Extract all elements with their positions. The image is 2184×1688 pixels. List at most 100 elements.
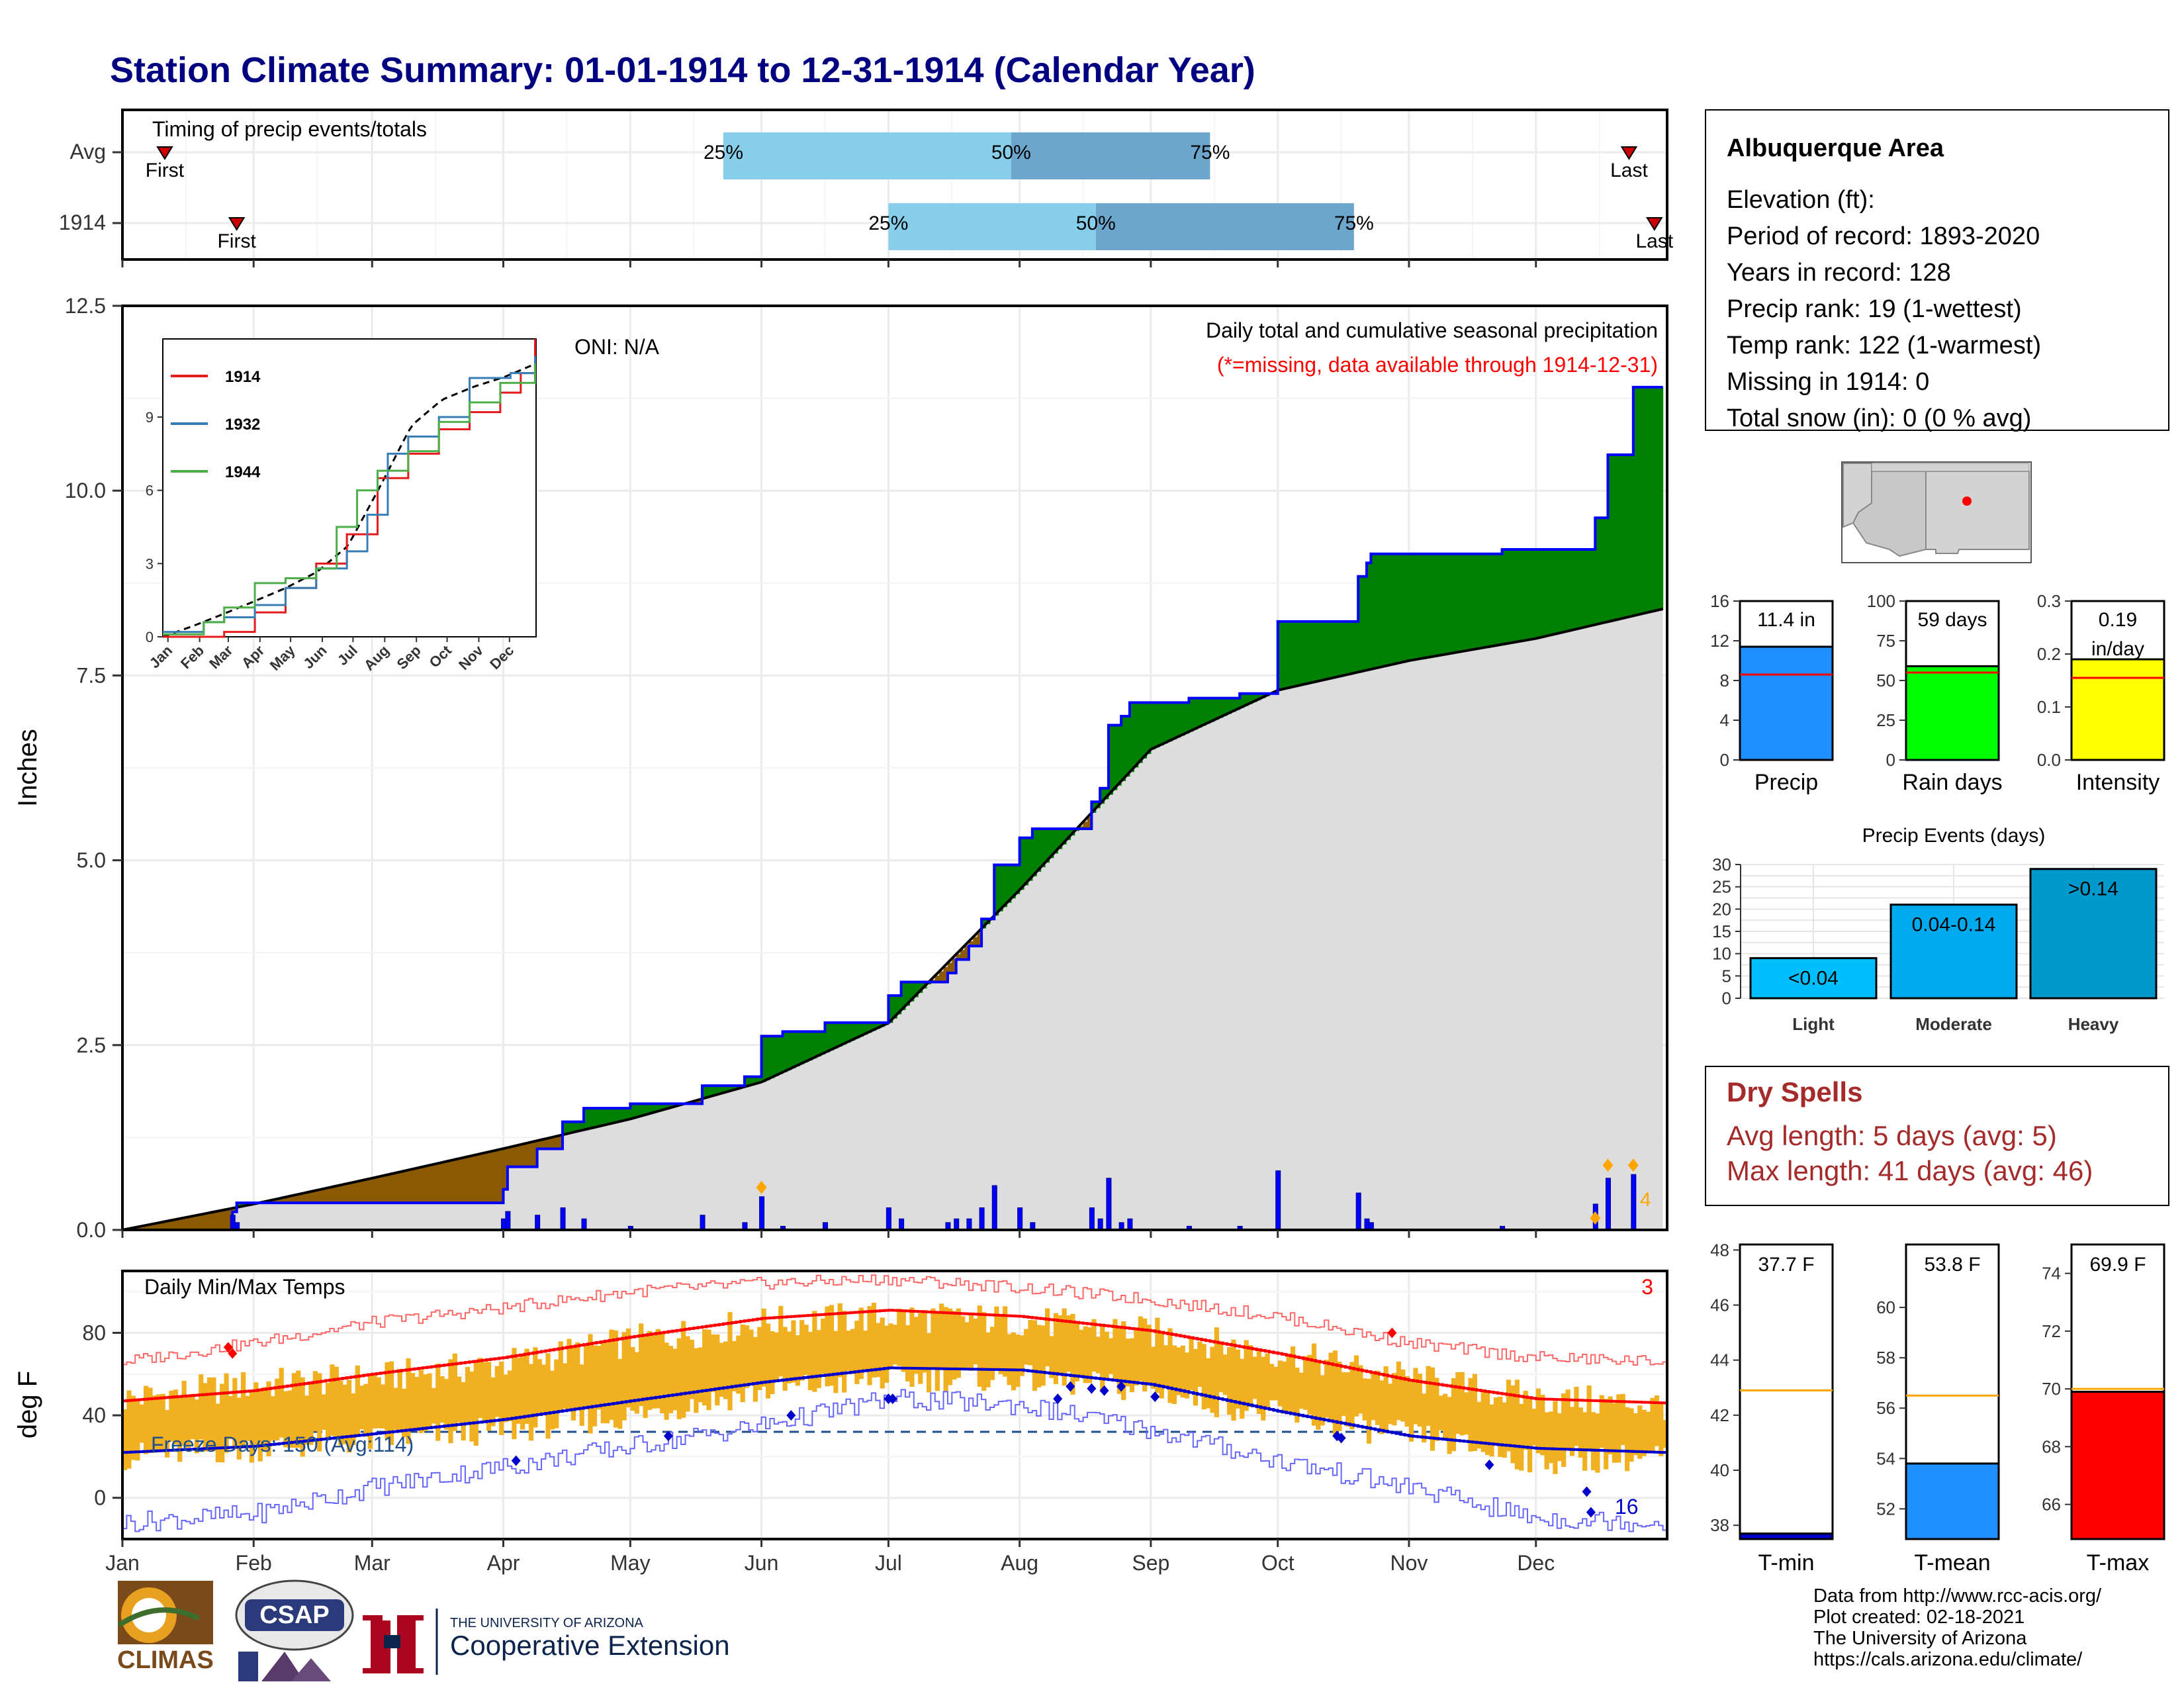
timing-row-label: 1914 (59, 211, 106, 234)
daily-temp-range-bar (224, 1373, 229, 1453)
temp-bar-ytick-label: 74 (2042, 1264, 2061, 1284)
daily-temp-range-bar (512, 1348, 517, 1440)
daily-temp-range-bar (1413, 1368, 1418, 1425)
above-avg-fill (821, 1031, 826, 1055)
above-avg-fill (1337, 621, 1342, 677)
above-avg-fill (584, 1108, 588, 1130)
daily-temp-range-bar (829, 1305, 835, 1386)
daily-temp-range-bar (956, 1308, 961, 1378)
above-avg-fill (1150, 702, 1156, 750)
below-avg-fill (520, 1145, 525, 1167)
daily-temp-range-bar (1256, 1349, 1261, 1414)
daily-temp-range-bar (342, 1384, 347, 1444)
below-avg-fill (423, 1166, 428, 1203)
above-avg-fill (1604, 518, 1609, 623)
below-avg-fill (215, 1211, 220, 1230)
precip-event-category-label: Heavy (2068, 1014, 2119, 1034)
daily-precip-bar (1097, 1218, 1103, 1231)
daily-temp-range-bar (1079, 1329, 1084, 1377)
summary-category-label: Precip (1754, 770, 1818, 795)
daily-temp-range-bar (533, 1347, 538, 1428)
summary-ytick-label: 4 (1720, 710, 1729, 730)
daily-temp-range-bar (752, 1336, 758, 1402)
temp-record-marker (1582, 1486, 1592, 1497)
daily-temp-range-bar (770, 1331, 775, 1395)
temp-bar-ytick-label: 44 (1710, 1350, 1729, 1370)
station-line: Precip rank: 19 (1-wettest) (1727, 295, 2022, 323)
below-avg-fill (528, 1143, 533, 1167)
below-avg-fill (443, 1162, 449, 1203)
daily-temp-range-bar (1387, 1383, 1393, 1425)
below-avg-fill (490, 1151, 496, 1203)
summary-ytick-label: 0.2 (2037, 644, 2061, 664)
above-avg-fill (1582, 549, 1588, 628)
daily-temp-range-bar (584, 1343, 589, 1410)
daily-temp-range-bar (744, 1325, 750, 1388)
summary-ytick-label: 0.3 (2037, 591, 2061, 611)
daily-temp-range-bar (1210, 1346, 1215, 1413)
daily-temp-range-bar (457, 1376, 462, 1423)
precip-event-value-label: >0.14 (2068, 878, 2118, 900)
temp-record-marker (663, 1430, 673, 1442)
daily-temp-range-bar (236, 1397, 242, 1460)
daily-temp-range-bar (376, 1377, 381, 1429)
daily-temp-range-bar (706, 1329, 711, 1411)
daily-temp-range-bar (304, 1395, 310, 1445)
freeze-days-label: Freeze Days: 150 (Avg:114) (151, 1432, 414, 1456)
temp-bar-value-label: 69.9 F (2089, 1254, 2146, 1276)
above-avg-fill (1489, 553, 1494, 647)
daily-temp-range-bar (431, 1387, 436, 1424)
above-avg-fill (575, 1121, 580, 1132)
daily-temp-range-bar (1599, 1395, 1604, 1448)
daily-temp-range-bar (943, 1307, 948, 1393)
above-avg-fill (998, 865, 1003, 912)
daily-temp-range-bar (1218, 1341, 1224, 1393)
below-avg-fill (947, 962, 952, 973)
above-avg-fill (1011, 865, 1016, 899)
daily-temp-range-bar (461, 1382, 466, 1441)
daily-temp-range-bar (1362, 1378, 1367, 1421)
daily-temp-range-bar (1240, 1358, 1245, 1419)
daily-temp-range-bar (443, 1379, 449, 1430)
daily-temp-range-bar (1586, 1385, 1592, 1452)
daily-temp-range-bar (897, 1309, 902, 1366)
daily-temp-range-bar (126, 1390, 132, 1469)
daily-temp-range-bar (922, 1309, 927, 1373)
daily-temp-range-bar (765, 1323, 771, 1399)
daily-precip-bar (954, 1218, 960, 1231)
daily-temp-range-bar (1375, 1370, 1380, 1425)
daily-precip-bar (966, 1218, 972, 1231)
daily-temp-range-bar (977, 1305, 982, 1387)
daily-temp-range-bar (287, 1390, 293, 1448)
above-avg-fill (1553, 549, 1558, 635)
above-avg-fill (752, 1076, 758, 1085)
temp-bar (1905, 1462, 2000, 1540)
daily-temp-range-bar (985, 1332, 991, 1387)
daily-temp-range-bar (1625, 1407, 1630, 1472)
daily-temp-range-bar (1100, 1325, 1105, 1392)
daily-temp-range-bar (308, 1382, 314, 1445)
daily-temp-range-bar (825, 1306, 830, 1387)
daily-temp-range-bar (812, 1311, 817, 1392)
above-avg-fill (1189, 698, 1194, 732)
below-avg-fill (330, 1187, 335, 1203)
daily-temp-range-bar (1641, 1409, 1647, 1456)
summary-category-label: Rain days (1902, 770, 2002, 795)
daily-temp-range-bar (439, 1376, 445, 1423)
daily-temp-range-bar (181, 1380, 187, 1446)
above-avg-fill (1180, 702, 1185, 736)
above-avg-fill (1527, 549, 1532, 640)
above-avg-fill (1608, 454, 1613, 622)
above-avg-fill (630, 1103, 635, 1119)
daily-temp-range-bar (786, 1331, 792, 1383)
above-avg-fill (905, 982, 910, 1006)
daily-temp-range-bar (160, 1393, 165, 1452)
daily-temp-range-bar (643, 1336, 648, 1419)
above-avg-fill (1650, 387, 1655, 612)
below-avg-fill (359, 1181, 365, 1203)
daily-temp-range-bar (617, 1358, 623, 1429)
daily-temp-range-bar (490, 1377, 496, 1427)
daily-temp-range-bar (503, 1374, 508, 1423)
daily-temp-range-bar (1455, 1372, 1461, 1434)
timing-first-label: First (217, 230, 256, 252)
